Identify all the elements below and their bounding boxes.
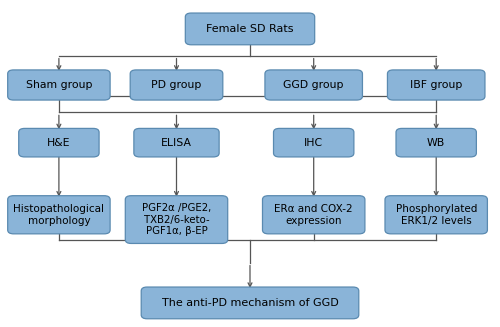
FancyBboxPatch shape: [130, 70, 223, 100]
Text: PGF2α /PGE2,
TXB2/6-keto-
PGF1α, β-EP: PGF2α /PGE2, TXB2/6-keto- PGF1α, β-EP: [142, 203, 211, 236]
Text: Phosphorylated
ERK1/2 levels: Phosphorylated ERK1/2 levels: [396, 204, 477, 226]
Text: Sham group: Sham group: [26, 80, 92, 90]
Text: H&E: H&E: [47, 138, 70, 148]
FancyBboxPatch shape: [388, 70, 485, 100]
Text: PD group: PD group: [152, 80, 202, 90]
FancyBboxPatch shape: [8, 70, 110, 100]
Text: IHC: IHC: [304, 138, 324, 148]
FancyBboxPatch shape: [265, 70, 362, 100]
FancyBboxPatch shape: [141, 287, 359, 319]
FancyBboxPatch shape: [385, 196, 488, 234]
FancyBboxPatch shape: [134, 129, 219, 157]
Text: WB: WB: [427, 138, 446, 148]
Text: Histopathological
morphology: Histopathological morphology: [14, 204, 104, 226]
FancyBboxPatch shape: [396, 129, 476, 157]
FancyBboxPatch shape: [126, 196, 228, 244]
Text: Female SD Rats: Female SD Rats: [206, 24, 294, 34]
FancyBboxPatch shape: [262, 196, 365, 234]
FancyBboxPatch shape: [186, 13, 314, 45]
Text: GGD group: GGD group: [284, 80, 344, 90]
FancyBboxPatch shape: [8, 196, 110, 234]
FancyBboxPatch shape: [274, 129, 354, 157]
FancyBboxPatch shape: [18, 129, 99, 157]
Text: ERα and COX-2
expression: ERα and COX-2 expression: [274, 204, 353, 226]
Text: The anti-PD mechanism of GGD: The anti-PD mechanism of GGD: [162, 298, 338, 308]
Text: IBF group: IBF group: [410, 80, 463, 90]
Text: ELISA: ELISA: [161, 138, 192, 148]
